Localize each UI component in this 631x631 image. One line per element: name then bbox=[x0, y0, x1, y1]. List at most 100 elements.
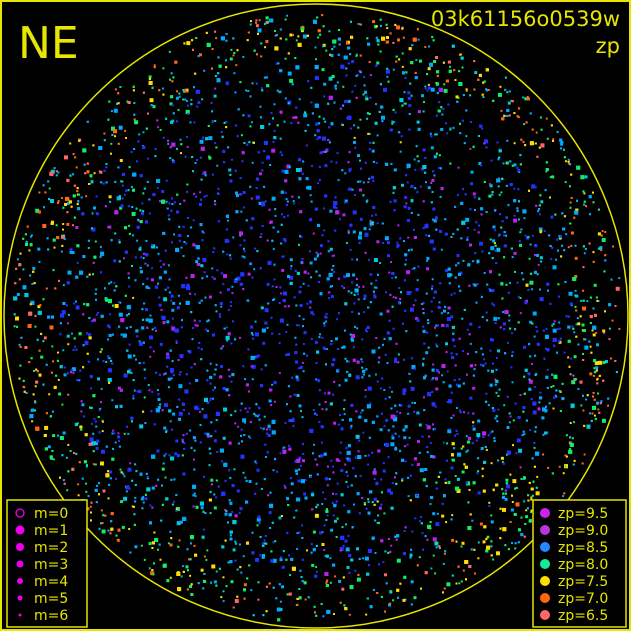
star-point bbox=[192, 170, 194, 173]
star-point bbox=[523, 476, 526, 480]
star-point bbox=[245, 500, 249, 504]
star-point bbox=[67, 343, 70, 346]
star-point bbox=[287, 71, 292, 76]
star-point bbox=[271, 239, 274, 242]
star-point bbox=[576, 199, 578, 202]
star-point bbox=[332, 514, 335, 517]
star-point bbox=[20, 336, 23, 339]
star-point bbox=[542, 407, 546, 412]
star-point bbox=[391, 390, 393, 393]
star-point bbox=[66, 201, 70, 205]
star-point bbox=[300, 26, 305, 31]
star-point bbox=[528, 257, 531, 260]
star-point bbox=[394, 360, 398, 363]
star-point bbox=[76, 379, 79, 382]
star-point bbox=[535, 491, 540, 496]
star-point bbox=[419, 59, 422, 63]
star-point bbox=[100, 387, 103, 390]
star-point bbox=[438, 88, 441, 91]
star-point bbox=[241, 440, 243, 443]
star-point bbox=[317, 379, 321, 383]
star-point bbox=[379, 312, 383, 316]
star-point bbox=[222, 283, 225, 286]
star-point bbox=[104, 297, 108, 301]
star-point bbox=[260, 233, 263, 236]
star-point bbox=[326, 514, 329, 517]
star-point bbox=[159, 129, 162, 131]
star-point bbox=[295, 375, 299, 379]
star-point bbox=[52, 269, 55, 272]
star-point bbox=[329, 247, 333, 251]
star-point bbox=[303, 331, 307, 335]
star-point bbox=[569, 422, 572, 424]
star-point bbox=[232, 606, 235, 609]
star-point bbox=[182, 225, 185, 228]
star-point bbox=[288, 419, 292, 423]
star-point bbox=[222, 250, 225, 253]
star-point bbox=[386, 362, 389, 364]
star-point bbox=[388, 603, 391, 607]
star-point bbox=[422, 227, 425, 230]
star-point bbox=[214, 120, 217, 122]
star-point bbox=[409, 499, 412, 502]
star-point bbox=[388, 386, 391, 389]
star-point bbox=[356, 360, 360, 364]
star-point bbox=[199, 139, 204, 144]
star-point bbox=[250, 589, 253, 592]
star-point bbox=[565, 315, 568, 318]
star-point bbox=[436, 345, 439, 348]
star-point bbox=[127, 467, 132, 472]
star-point bbox=[50, 371, 53, 374]
star-point bbox=[335, 493, 338, 496]
star-point bbox=[363, 503, 366, 506]
star-point bbox=[75, 166, 78, 169]
star-point bbox=[139, 174, 143, 178]
star-point bbox=[320, 603, 323, 605]
star-point bbox=[185, 100, 188, 102]
star-point bbox=[401, 183, 404, 187]
star-point bbox=[409, 380, 412, 383]
star-point bbox=[351, 258, 354, 261]
star-point bbox=[513, 142, 516, 145]
star-point bbox=[55, 224, 58, 227]
star-point bbox=[249, 23, 252, 26]
star-point bbox=[312, 409, 315, 411]
star-point bbox=[234, 422, 237, 425]
star-point bbox=[161, 190, 165, 193]
star-point bbox=[361, 338, 364, 341]
star-point bbox=[80, 410, 83, 413]
star-point bbox=[205, 558, 208, 561]
star-point bbox=[260, 368, 263, 371]
star-point bbox=[244, 476, 247, 479]
star-point bbox=[214, 141, 217, 144]
star-point bbox=[570, 244, 573, 247]
star-point bbox=[347, 534, 350, 537]
star-point bbox=[154, 326, 157, 329]
star-point bbox=[335, 206, 338, 209]
star-point bbox=[571, 325, 574, 328]
star-point bbox=[263, 141, 268, 145]
star-point bbox=[345, 447, 348, 450]
star-point bbox=[339, 549, 342, 552]
star-point bbox=[134, 120, 139, 125]
star-point bbox=[404, 598, 407, 601]
star-point bbox=[309, 218, 313, 222]
star-point bbox=[327, 465, 329, 468]
star-point bbox=[234, 559, 237, 562]
star-point bbox=[229, 301, 232, 304]
star-point bbox=[441, 374, 444, 377]
star-point bbox=[415, 145, 418, 148]
star-point bbox=[296, 394, 300, 397]
star-point bbox=[593, 414, 596, 417]
star-point bbox=[235, 64, 238, 67]
star-point bbox=[589, 412, 591, 415]
star-point bbox=[528, 481, 531, 484]
star-point bbox=[288, 554, 291, 557]
star-point bbox=[324, 315, 328, 319]
star-point bbox=[266, 155, 271, 160]
star-point bbox=[368, 132, 371, 135]
star-point bbox=[435, 228, 438, 231]
star-point bbox=[99, 255, 102, 258]
star-point bbox=[190, 274, 195, 278]
star-point bbox=[128, 313, 130, 316]
